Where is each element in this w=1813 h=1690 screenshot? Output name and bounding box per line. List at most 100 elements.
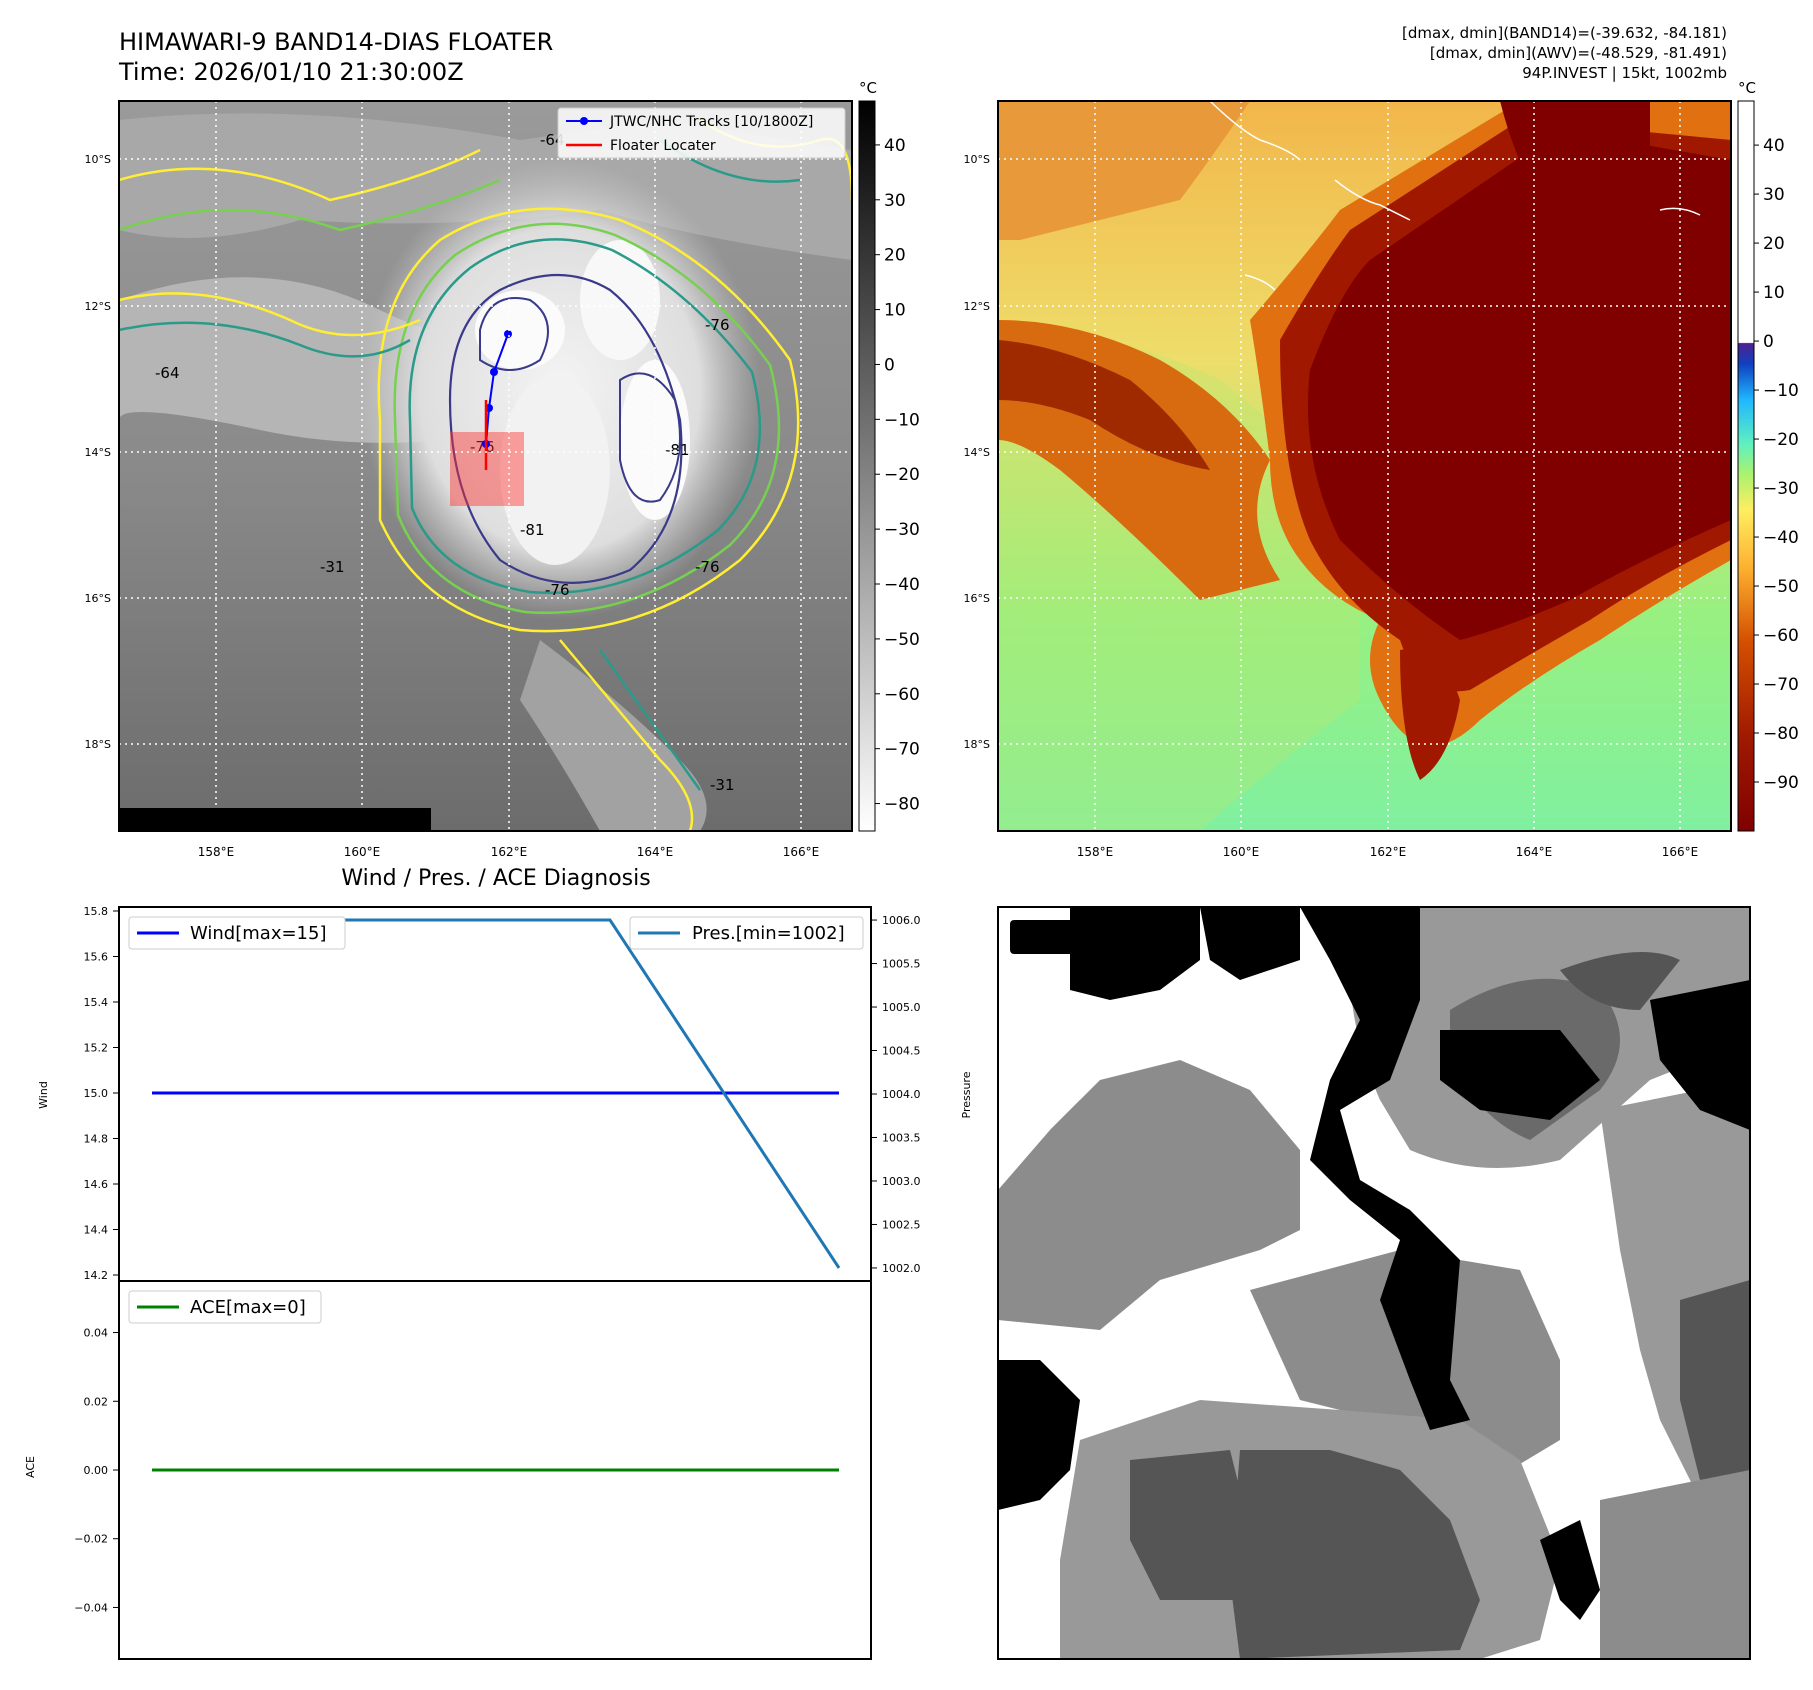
colorbar-tick-label: −70 (1763, 675, 1799, 695)
wind-tick-label: 14.6 (84, 1178, 109, 1191)
wind-legend: Wind[max=15] (128, 916, 346, 950)
lon-label: 158°E (1077, 845, 1114, 859)
ace-tick-label: −0.04 (74, 1601, 108, 1614)
contour-label: -81 (520, 521, 545, 539)
pressure-tick-label: 1004.0 (882, 1088, 921, 1101)
colorbar-tick-label: −40 (884, 575, 920, 595)
colorbar-tick-label: 10 (884, 301, 906, 321)
lon-label: 162°E (491, 845, 528, 859)
ace-panel: 0.04 0.02 0.00 −0.02 −0.04 ACE ACE[max=0] (24, 1280, 872, 1660)
lon-label: 166°E (783, 845, 820, 859)
ir-lat-labels: 10°S 12°S 14°S 16°S 18°S (85, 153, 111, 751)
ir-lon-labels: 158°E 160°E 162°E 164°E 166°E (198, 845, 820, 859)
wind-legend-label: Wind[max=15] (190, 923, 327, 944)
awv-range: [dmax, dmin](AWV)=(-48.529, -81.491) (1430, 44, 1727, 62)
figure-time: Time: 2026/01/10 21:30:00Z (118, 58, 464, 86)
lon-label: 160°E (1223, 845, 1260, 859)
lat-label: 14°S (964, 446, 990, 459)
legend-tracks-label: JTWC/NHC Tracks [10/1800Z] (609, 114, 813, 130)
contour-label: -64 (155, 364, 180, 382)
colorbar-tick-label: 10 (1763, 283, 1785, 303)
wind-tick-label: 14.4 (84, 1224, 109, 1237)
awv-colorbar: °C 40 30 20 10 0 −10 −20 −30 −40 −50 −60 −70 −80 −90 (1737, 79, 1799, 832)
pressure-tick-label: 1005.5 (882, 958, 921, 971)
contour-label: -76 (695, 558, 720, 576)
ir-colorbar-unit: °C (859, 79, 877, 97)
colorbar-tick-label: 0 (884, 355, 895, 375)
colorbar-tick-label: 0 (1763, 332, 1774, 352)
colorbar-tick-label: 30 (1763, 185, 1785, 205)
contour-label: -76 (545, 581, 570, 599)
lat-label: 14°S (85, 446, 111, 459)
colorbar-tick-label: −80 (884, 795, 920, 815)
awv-colorbar-unit: °C (1738, 79, 1756, 97)
wind-tick-label: 15.4 (84, 996, 109, 1009)
legend-locater-label: Floater Locater (610, 138, 716, 154)
jtwc-track-line (485, 333, 509, 445)
ir-legend: JTWC/NHC Tracks [10/1800Z] Floater Locat… (557, 107, 846, 159)
lat-label: 10°S (85, 153, 111, 166)
diagnosis-title: Wind / Pres. / ACE Diagnosis (341, 866, 650, 891)
wind-tick-label: 15.8 (84, 905, 109, 918)
colorbar-tick-label: 20 (884, 246, 906, 266)
lat-label: 12°S (964, 300, 990, 313)
lat-label: 18°S (964, 738, 990, 751)
pressure-tick-label: 1003.0 (882, 1175, 921, 1188)
colorbar-tick-label: −30 (1763, 479, 1799, 499)
wind-tick-label: 15.2 (84, 1042, 109, 1055)
ace-tick-label: 0.02 (84, 1395, 109, 1408)
colorbar-tick-label: −10 (1763, 381, 1799, 401)
pressure-legend-label: Pres.[min=1002] (692, 923, 845, 944)
colorbar-tick-label: −40 (1763, 528, 1799, 548)
ir-gridlines (119, 101, 852, 831)
wind-ylabel: Wind (37, 1081, 50, 1109)
colorbar-tick-label: −30 (884, 520, 920, 540)
awv-lat-labels: 10°S 12°S 14°S 16°S 18°S (964, 153, 990, 751)
lat-label: 10°S (964, 153, 990, 166)
wind-pressure-panel: 15.8 15.6 15.4 15.2 15.0 14.8 14.6 14.4 14.2 100… (37, 905, 973, 1282)
ir-map-panel: -64 -76 -81 -76 -81 -76 -31 -31 -64 -76 (85, 100, 853, 859)
band14-range: [dmax, dmin](BAND14)=(-39.632, -84.181) (1402, 24, 1727, 42)
colorbar-tick-label: 40 (884, 136, 906, 156)
colorbar-tick-label: −20 (1763, 430, 1799, 450)
pressure-tick-label: 1004.5 (882, 1045, 921, 1058)
colorbar-tick-label: −80 (1763, 724, 1799, 744)
awv-imagery (998, 101, 1731, 831)
pressure-tick-label: 1005.0 (882, 1001, 921, 1014)
ace-legend: ACE[max=0] (128, 1290, 322, 1324)
colorbar-tick-label: −10 (884, 410, 920, 430)
colorbar-tick-label: −60 (884, 685, 920, 705)
copyright-label: Copyright © 2020-2026 Dapiya (124, 811, 421, 831)
wind-tick-label: 14.2 (84, 1269, 109, 1282)
lon-label: 164°E (1516, 845, 1553, 859)
wind-axis-ticks: 15.8 15.6 15.4 15.2 15.0 14.8 14.6 14.4 14.2 (84, 905, 119, 1282)
contour-label: -76 (705, 316, 730, 334)
wind-tick-label: 15.0 (84, 1087, 109, 1100)
lon-label: 160°E (344, 845, 381, 859)
lat-label: 12°S (85, 300, 111, 313)
awv-map-panel: 10°S 12°S 14°S 16°S 18°S 158°E 160°E 162°E 164°… (964, 100, 1732, 859)
contour-label: -31 (320, 558, 345, 576)
lat-label: 16°S (964, 592, 990, 605)
colorbar-tick-label: −50 (884, 630, 920, 650)
legend-track-marker (580, 117, 588, 125)
colorbar-tick-label: 30 (884, 191, 906, 211)
awv-lon-labels: 158°E 160°E 162°E 164°E 166°E (1077, 845, 1699, 859)
ace-legend-label: ACE[max=0] (190, 1297, 306, 1318)
lon-label: 162°E (1370, 845, 1407, 859)
wind-tick-label: 15.6 (84, 951, 109, 964)
awv-gridlines (998, 101, 1731, 831)
ace-tick-label: −0.02 (74, 1533, 108, 1546)
ace-axis-ticks: 0.04 0.02 0.00 −0.02 −0.04 (74, 1327, 119, 1614)
colorbar-tick-label: −60 (1763, 626, 1799, 646)
storm-info: 94P.INVEST | 15kt, 1002mb (1522, 64, 1727, 82)
ace-tick-label: 0.04 (84, 1327, 109, 1340)
pressure-ylabel: Pressure (960, 1071, 973, 1118)
ace-ylabel: ACE (24, 1456, 37, 1478)
wmg-count-label: WMG Count: 0 (1017, 925, 1178, 949)
colorbar-tick-label: 40 (1763, 136, 1785, 156)
colorbar-tick-label: −70 (884, 740, 920, 760)
lat-label: 16°S (85, 592, 111, 605)
pressure-tick-label: 1002.5 (882, 1218, 921, 1231)
